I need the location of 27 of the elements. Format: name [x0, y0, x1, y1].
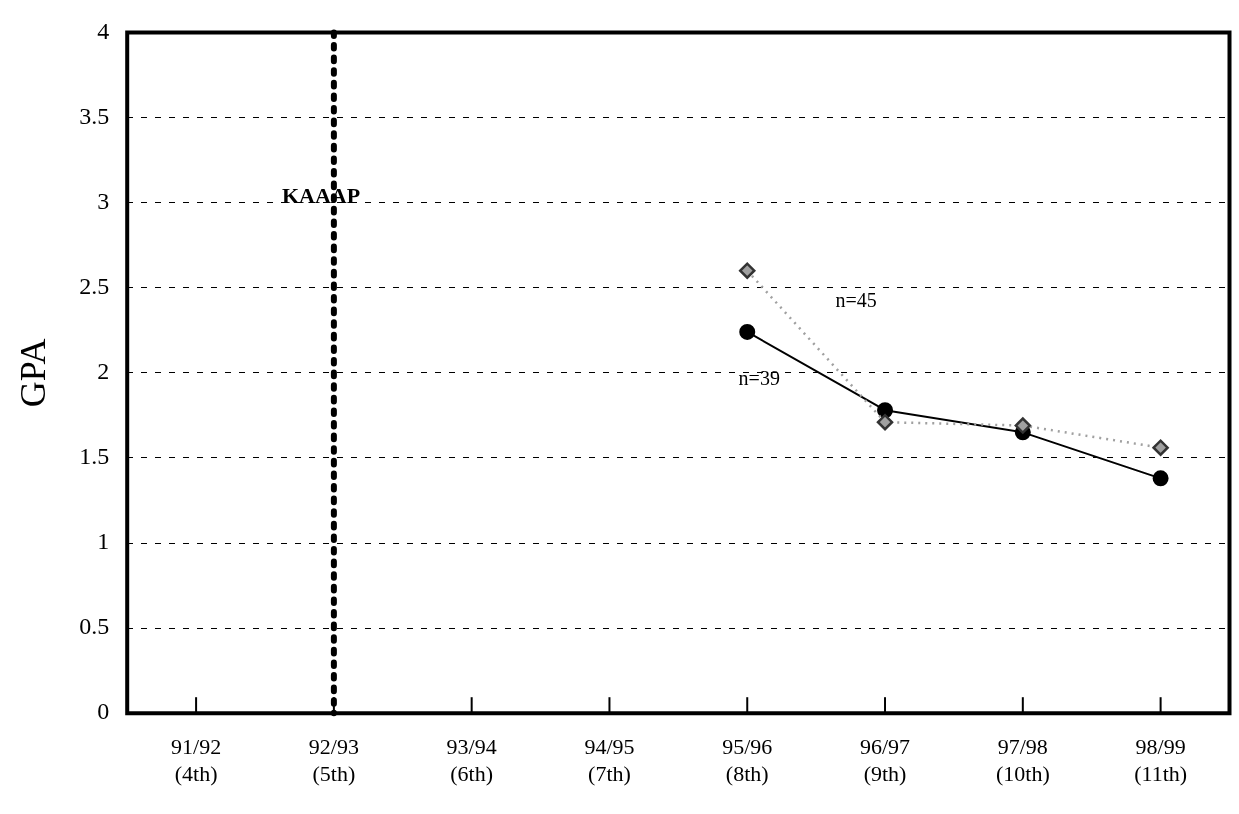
y-tick-label: 3 [97, 187, 110, 214]
y-tick-label: 1.5 [79, 443, 110, 470]
x-tick-label: 98/99 (11th) [1134, 734, 1188, 786]
x-tick-label: 95/96 (8th) [722, 734, 773, 786]
x-tick-label: 93/94 (6th) [446, 734, 497, 786]
y-tick-label: 2 [97, 358, 110, 385]
point [1014, 417, 1032, 434]
y-tick-label: 4 [97, 17, 110, 44]
point [1152, 470, 1169, 487]
y-tick-label: 1 [97, 528, 110, 555]
y-tick-label: 0 [97, 698, 110, 725]
x-tick-label: 96/97 (9th) [859, 734, 911, 786]
annotation: n=39 [738, 367, 780, 390]
y-tick-label: 2.5 [79, 273, 110, 299]
y-tick-label: 3.5 [79, 102, 110, 129]
x-tick-label: 97/98 (10th) [995, 734, 1050, 786]
x-tick-label: 94/95 (7th) [584, 734, 635, 786]
point [739, 323, 756, 340]
annotation: n=45 [835, 288, 877, 311]
point [1152, 439, 1169, 456]
x-tick-label: 92/93 (5th) [308, 734, 359, 786]
point [876, 413, 894, 431]
point [877, 402, 894, 419]
y-tick-label: 0.5 [79, 613, 110, 640]
x-tick-label: 91/92 (4th) [171, 734, 222, 786]
y-axis-title: GPA [13, 338, 54, 408]
point [738, 262, 756, 279]
